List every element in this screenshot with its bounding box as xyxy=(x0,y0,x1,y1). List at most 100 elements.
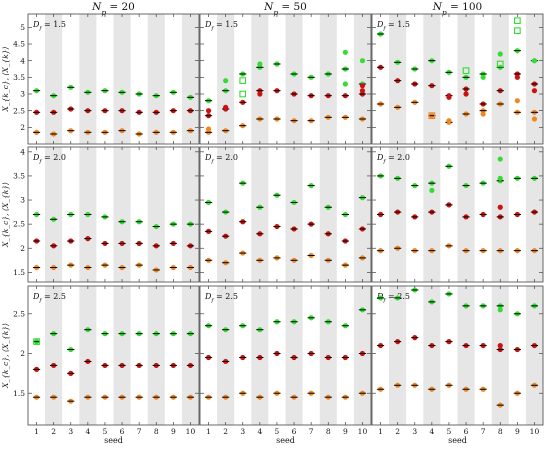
x-axis-label: seed xyxy=(276,436,295,445)
outlier-square xyxy=(462,67,470,75)
seed-band-4 xyxy=(251,147,269,282)
x-tick-label: 10 xyxy=(530,427,540,436)
seed-band-2 xyxy=(45,14,63,144)
y-tick-label: 4 xyxy=(20,147,25,156)
x-tick-label: 10 xyxy=(186,427,196,436)
y-tick-label: 4 xyxy=(20,56,25,65)
seed-band-10 xyxy=(353,147,371,282)
x-axis-label: seed xyxy=(104,436,123,445)
seed-band-6 xyxy=(113,14,131,144)
outlier-square xyxy=(33,338,40,345)
panel-r1-c2: Df = 1.5 xyxy=(199,13,372,145)
outlier-point xyxy=(480,111,486,117)
panel-annotation: Df = 2.5 xyxy=(32,292,66,304)
panel-annotation: Df = 1.5 xyxy=(204,20,238,32)
seed-band-6 xyxy=(113,286,131,425)
outlier-point xyxy=(359,88,366,94)
y-tick-label: 2 xyxy=(20,244,25,253)
x-tick-label: 6 xyxy=(464,427,469,436)
y-axis-label-row-1: X_{k_c}, ⟨X_{k}⟩ xyxy=(1,46,10,112)
y-axis-label-row-3: X_{k_c}, ⟨X_{k}⟩ xyxy=(1,323,10,389)
panel-frame xyxy=(199,285,372,426)
outlier-point xyxy=(446,118,452,124)
x-tick-label: 5 xyxy=(447,427,452,436)
x-tick-label: 3 xyxy=(412,427,417,436)
seed-band-4 xyxy=(423,14,441,144)
seed-band-6 xyxy=(285,147,303,282)
panel-frame xyxy=(27,285,200,426)
seed-band-8 xyxy=(147,286,165,425)
y-tick-label: 2.5 xyxy=(13,220,25,229)
seed-band-8 xyxy=(491,14,509,144)
seed-band-6 xyxy=(457,286,475,425)
panel-r1-c3: Df = 1.5 xyxy=(371,13,544,145)
seed-band-2 xyxy=(217,286,235,425)
x-tick-label: 4 xyxy=(85,427,90,436)
x-tick-label: 8 xyxy=(498,427,503,436)
y-tick-label: 3 xyxy=(20,90,25,99)
x-tick-label: 1 xyxy=(206,427,211,436)
seed-band-6 xyxy=(113,147,131,282)
outlier-point xyxy=(497,307,503,313)
outlier-square xyxy=(513,17,521,25)
outlier-point xyxy=(497,342,503,349)
outlier-point xyxy=(205,108,212,114)
seed-band-4 xyxy=(79,14,97,144)
y-tick-label: 5 xyxy=(20,23,25,32)
seed-band-4 xyxy=(251,14,269,144)
y-tick-label: 2 xyxy=(20,349,25,358)
panel-annotation: Df = 1.5 xyxy=(32,20,66,32)
x-tick-label: 2 xyxy=(51,427,56,436)
outlier-point xyxy=(531,88,538,94)
panel-r2-c1: 1.5 2 2.5 3 3.5 4 Df = 2.0 xyxy=(13,146,200,283)
column-title-2: Np = 50 xyxy=(263,1,307,17)
panel-frame xyxy=(199,146,372,283)
outlier-point xyxy=(223,78,229,84)
y-axis-label-row-2: X_{k_c}, ⟨X_{k}⟩ xyxy=(1,182,10,248)
seed-band-2 xyxy=(45,286,63,425)
outlier-square xyxy=(428,112,436,120)
seed-band-4 xyxy=(423,286,441,425)
seed-band-8 xyxy=(319,147,337,282)
panel-annotation: Df = 2.0 xyxy=(204,153,238,165)
seed-band-8 xyxy=(147,14,165,144)
panel-r3-c1: 1.5 2 2.5 Df = 2.5 1 2 3 4 5 6 7 8 9 10 seed xyxy=(13,285,200,445)
panel-annotation: Df = 1.5 xyxy=(376,20,410,32)
x-tick-label: 6 xyxy=(292,427,297,436)
panel-annotation: Df = 2.0 xyxy=(376,153,410,165)
seed-band-10 xyxy=(525,14,543,144)
y-tick-label: 2.5 xyxy=(13,106,25,115)
outlier-square xyxy=(239,77,247,85)
panel-r2-c3: Df = 2.0 xyxy=(371,146,544,283)
panel-frame xyxy=(27,146,200,283)
outlier-point xyxy=(497,51,503,57)
y-tick-label: 3 xyxy=(20,196,25,205)
y-tick-label: 3.5 xyxy=(13,172,25,181)
seed-band-4 xyxy=(79,286,97,425)
outlier-point xyxy=(497,156,503,162)
x-tick-label: 6 xyxy=(120,427,125,436)
x-tick-label: 1 xyxy=(34,427,39,436)
x-tick-label: 1 xyxy=(378,427,383,436)
panel-r1-c1: 2 2.5 3 3.5 4 4.5 5 Df = 1.5 xyxy=(13,13,200,145)
panel-frame xyxy=(371,146,544,283)
outlier-point xyxy=(514,74,520,80)
outlier-point xyxy=(480,74,486,80)
seed-band-8 xyxy=(147,147,165,282)
panel-frame xyxy=(371,285,544,426)
outlier-point xyxy=(514,98,520,104)
outlier-point xyxy=(257,61,263,67)
x-tick-label: 2 xyxy=(395,427,400,436)
x-tick-label: 4 xyxy=(257,427,262,436)
outlier-point xyxy=(497,204,503,210)
column-title-1: Np = 20 xyxy=(91,1,135,17)
x-tick-label: 9 xyxy=(343,427,348,436)
x-tick-label: 5 xyxy=(103,427,108,436)
seed-band-6 xyxy=(285,14,303,144)
x-tick-label: 7 xyxy=(481,427,486,436)
panel-annotation: Df = 2.5 xyxy=(204,292,238,304)
x-tick-label: 2 xyxy=(223,427,228,436)
outlier-point xyxy=(531,116,538,122)
x-tick-label: 8 xyxy=(154,427,159,436)
